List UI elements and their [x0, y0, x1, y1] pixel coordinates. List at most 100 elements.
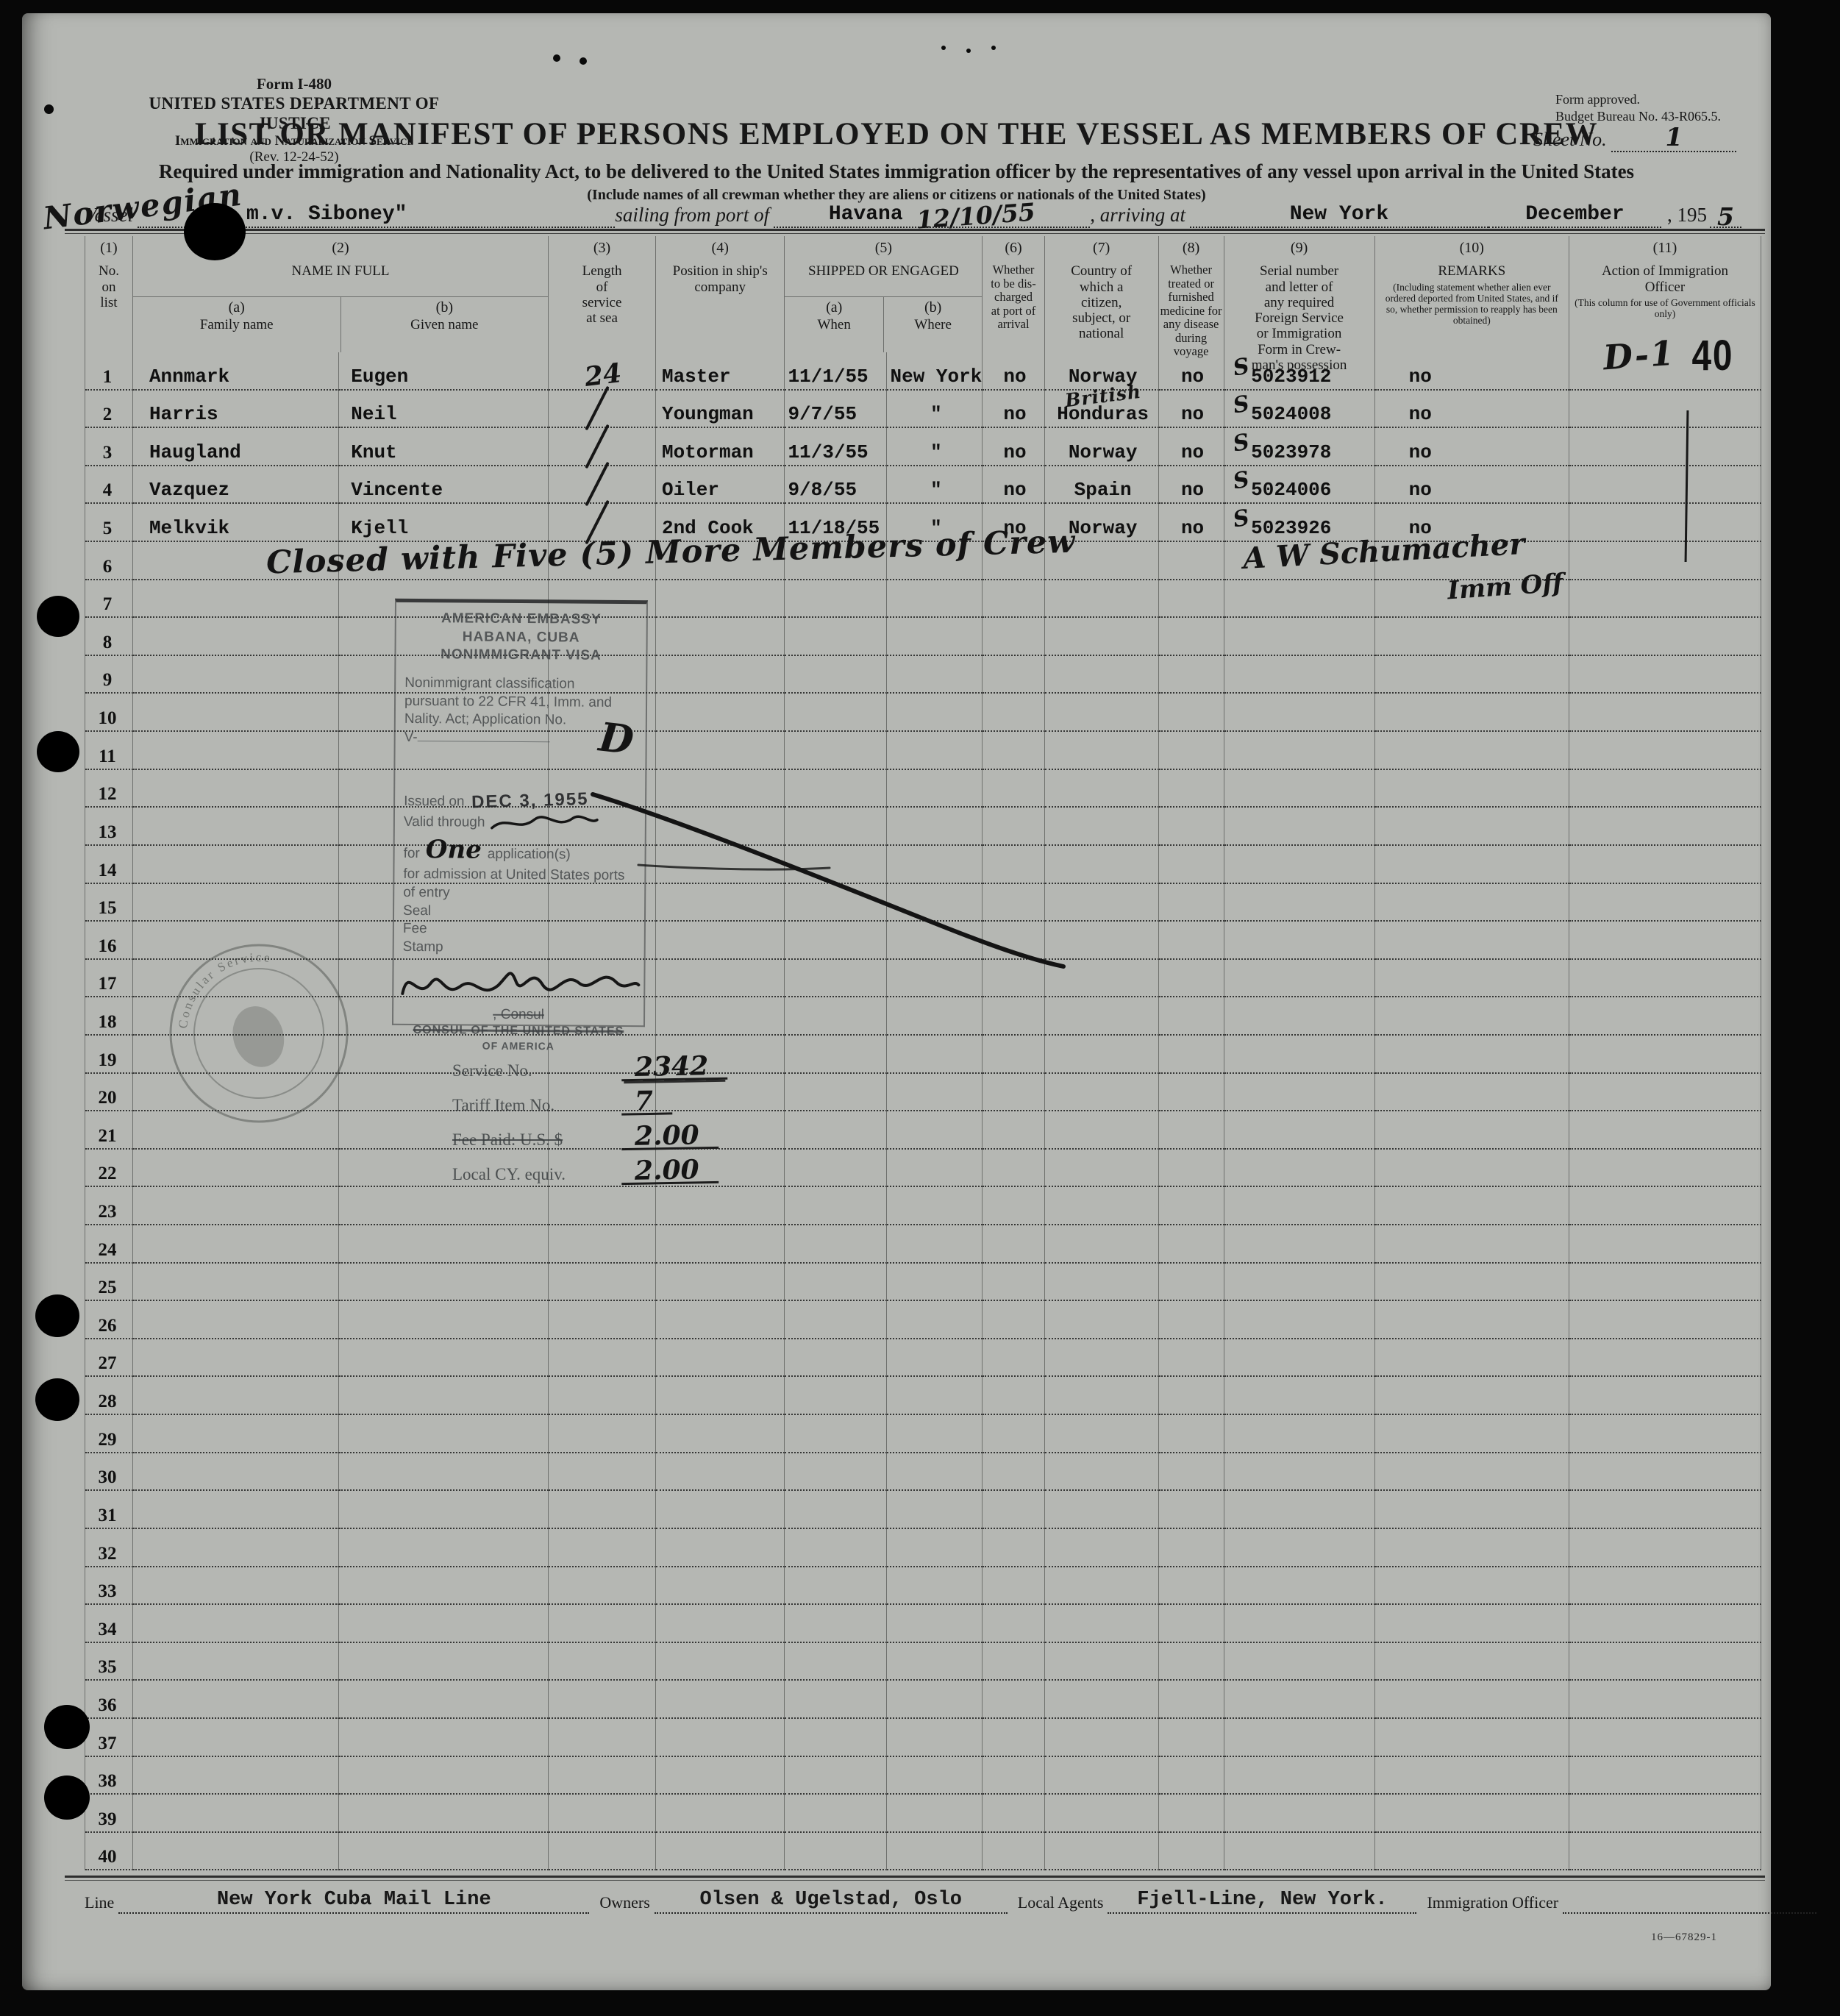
row-number: 3 — [85, 428, 133, 466]
cell-discharged — [983, 808, 1045, 846]
cell-treated — [1158, 1605, 1224, 1643]
cell-remarks — [1374, 1149, 1569, 1188]
cell-given — [339, 959, 549, 998]
cell-position — [655, 1567, 785, 1606]
cell-position: Motorman — [655, 428, 785, 466]
cell-position — [655, 1718, 785, 1757]
local-cy-row: Local CY. equiv. 2.00 — [452, 1150, 864, 1186]
cell-position — [655, 1681, 785, 1719]
cell-family — [132, 1795, 340, 1833]
cell-where — [887, 1073, 983, 1112]
service-no-label: Service No. — [452, 1061, 532, 1080]
cell-country — [1044, 618, 1159, 656]
cell-family: Vazquez — [132, 466, 340, 505]
serial-number: 5024008 — [1251, 403, 1332, 426]
cell-action — [1569, 1642, 1761, 1681]
ink-blot — [184, 203, 246, 260]
vessel-name: m.v. Siboney" — [246, 203, 407, 226]
tariff-row: Tariff Item No. 7 — [452, 1080, 864, 1117]
consul-signature — [401, 971, 641, 995]
immigration-officer-value — [1563, 1911, 1817, 1914]
cell-family — [132, 1035, 340, 1074]
cell-service — [549, 655, 656, 694]
cell-service — [549, 1111, 656, 1150]
cell-family — [132, 959, 340, 998]
cell-remarks: no — [1374, 390, 1569, 429]
cell-treated — [1158, 732, 1224, 770]
cell-country — [1044, 1263, 1159, 1302]
row-number: 18 — [85, 997, 133, 1036]
cell-family — [132, 1263, 340, 1302]
column-header-action: (11) Action of Immigration Officer (This c… — [1569, 236, 1761, 352]
cell-given — [339, 1301, 549, 1339]
cell-country — [1044, 1377, 1159, 1416]
cell-family — [132, 1073, 340, 1112]
cell-discharged — [983, 1491, 1045, 1529]
cell-remarks — [1374, 808, 1569, 846]
cell-where — [887, 1642, 983, 1681]
cell-serial — [1224, 542, 1375, 580]
row-number: 24 — [85, 1225, 133, 1264]
cell-discharged: no — [983, 390, 1045, 429]
cell-serial — [1224, 1263, 1375, 1302]
cell-when — [785, 1415, 888, 1453]
cell-where — [887, 959, 983, 998]
cell-discharged — [983, 1453, 1045, 1492]
cell-action — [1569, 1415, 1761, 1453]
cell-discharged — [983, 1415, 1045, 1453]
row-number: 28 — [85, 1377, 133, 1416]
cell-service — [549, 1073, 656, 1112]
cell-position — [655, 1225, 785, 1264]
cell-given — [339, 694, 549, 733]
cell-service — [549, 883, 656, 922]
cell-where — [887, 997, 983, 1036]
cell-remarks — [1374, 1225, 1569, 1264]
footer-row: Line New York Cuba Mail Line Owners Olse… — [85, 1889, 1817, 1914]
cell-given — [339, 1187, 549, 1226]
cell-discharged — [983, 1832, 1045, 1871]
cell-serial — [1224, 1605, 1375, 1643]
cell-country: Honduras — [1044, 390, 1159, 429]
cell-remarks — [1374, 1073, 1569, 1112]
cell-position — [655, 542, 785, 580]
sheet-number-line: 1 — [1611, 125, 1737, 152]
column-header-no: (1) No. on list — [85, 236, 133, 352]
cell-discharged: no — [983, 504, 1045, 543]
include-note: (Include names of all crewman whether th… — [587, 187, 1206, 203]
cell-service — [549, 922, 656, 960]
cell-serial — [1224, 732, 1375, 770]
tariff-value: 7 — [621, 1086, 673, 1117]
cell-serial — [1224, 922, 1375, 960]
sheet-number: Sheet No. 1 — [1533, 125, 1737, 152]
table-row-5: 5 Melkvik Kjell 2nd Cook 11/18/55 " no Norway no… — [85, 499, 1761, 545]
cell-where — [887, 542, 983, 580]
cell-serial — [1224, 1035, 1375, 1074]
cell-family — [132, 1605, 340, 1643]
footer-rule — [65, 1876, 1765, 1881]
punch-hole — [35, 1294, 79, 1337]
cell-family — [132, 1111, 340, 1150]
row-number: 19 — [85, 1035, 133, 1074]
cell-remarks — [1374, 732, 1569, 770]
cell-treated — [1158, 1225, 1224, 1264]
cell-serial — [1224, 1377, 1375, 1416]
cell-country — [1044, 808, 1159, 846]
local-agents-label: Local Agents — [1017, 1893, 1104, 1912]
print-code: 16—67829-1 — [1651, 1931, 1717, 1943]
cell-discharged: no — [983, 428, 1045, 466]
cell-when — [785, 1605, 888, 1643]
cell-treated — [1158, 883, 1224, 922]
cell-given: Eugen — [339, 352, 549, 391]
cell-country — [1044, 769, 1159, 808]
cell-when — [785, 580, 888, 619]
cell-action — [1569, 580, 1761, 619]
cell-family — [132, 1301, 340, 1339]
manifest-table-body: 1 Annmark Eugen 24 Master 11/1/55 New York no No… — [85, 352, 1761, 1871]
punch-hole — [37, 596, 79, 637]
vessel-info-row: Vessel m.v. Siboney" sailing from port o… — [85, 197, 1742, 234]
cell-when — [785, 1795, 888, 1833]
cell-family — [132, 1832, 340, 1871]
fee-paid-row: Fee Paid: U.S. $ 2.00 — [452, 1115, 864, 1152]
serial-prefix: S — [1230, 429, 1251, 457]
cell-treated: no — [1158, 504, 1224, 543]
